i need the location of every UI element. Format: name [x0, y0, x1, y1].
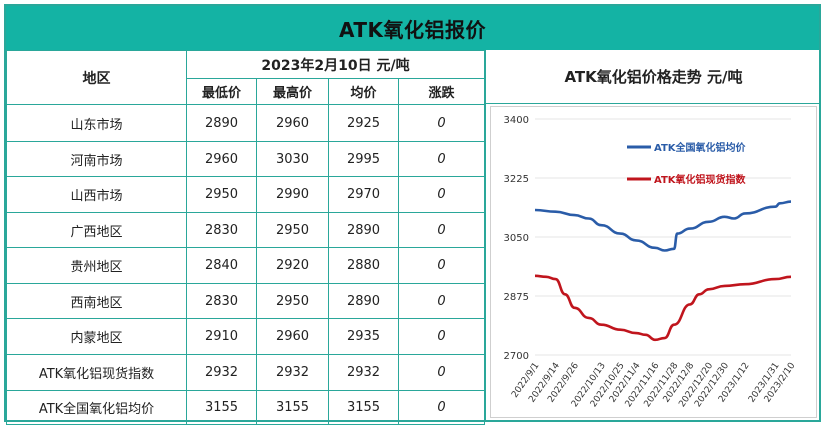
avg-price-cell: 2932	[328, 354, 399, 391]
region-cell: 西南地区	[6, 283, 187, 319]
region-cell: 内蒙地区	[6, 318, 187, 355]
chart-panel: ATK氧化铝价格走势 元/吨 2700 2875 3050 3225 3400 2022/…	[484, 50, 821, 420]
region-cell: 山西市场	[6, 176, 187, 213]
avg-price-cell: 2970	[328, 176, 399, 213]
legend-label: ATK全国氧化铝均价	[654, 141, 747, 154]
high-price-cell: 3155	[256, 390, 329, 425]
low-price-cell: 2840	[186, 247, 257, 284]
low-price-cell: 3155	[186, 390, 257, 425]
low-price-cell: 2830	[186, 212, 257, 248]
column-header: 最低价	[186, 78, 257, 105]
high-price-cell: 2932	[256, 354, 329, 391]
chart-area: 2700 2875 3050 3225 3400 2022/9/1 2022/9/14 202…	[490, 106, 817, 418]
table-row: ATK氧化铝现货指数 2932 2932 2932 0	[6, 354, 485, 391]
avg-price-cell: 2880	[328, 247, 399, 284]
change-cell: 0	[398, 212, 485, 248]
table-row: 广西地区 2830 2950 2890 0	[6, 212, 485, 248]
table-row: 贵州地区 2840 2920 2880 0	[6, 247, 485, 284]
price-report-panel: ATK氧化铝报价 地区 2023年2月10日 元/吨 最低价 最高价 均价 涨跌 山东…	[4, 4, 821, 425]
high-price-cell: 2960	[256, 104, 329, 142]
low-price-cell: 2950	[186, 176, 257, 213]
page-title: ATK氧化铝报价	[6, 6, 819, 50]
region-cell: 广西地区	[6, 212, 187, 248]
high-price-cell: 3030	[256, 141, 329, 177]
price-trend-chart: 270028753050322534002022/9/12022/9/14202…	[504, 115, 798, 409]
low-price-cell: 2932	[186, 354, 257, 391]
change-cell: 0	[398, 283, 485, 319]
change-cell: 0	[398, 318, 485, 355]
avg-price-cell: 2890	[328, 283, 399, 319]
change-cell: 0	[398, 141, 485, 177]
avg-price-cell: 2890	[328, 212, 399, 248]
region-cell: ATK全国氧化铝均价	[6, 390, 187, 425]
change-cell: 0	[398, 247, 485, 284]
avg-price-cell: 2925	[328, 104, 399, 142]
high-price-cell: 2960	[256, 318, 329, 355]
region-cell: 贵州地区	[6, 247, 187, 284]
avg-price-cell: 2935	[328, 318, 399, 355]
date-header: 2023年2月10日 元/吨	[186, 50, 485, 79]
chart-title: ATK氧化铝价格走势 元/吨	[486, 50, 821, 104]
legend-label: ATK氧化铝现货指数	[654, 173, 747, 186]
high-price-cell: 2950	[256, 283, 329, 319]
high-price-cell: 2990	[256, 176, 329, 213]
y-tick-label: 2875	[504, 292, 529, 303]
avg-price-cell: 2995	[328, 141, 399, 177]
avg-price-cell: 3155	[328, 390, 399, 425]
table-row: 西南地区 2830 2950 2890 0	[6, 283, 485, 319]
y-tick-label: 3400	[504, 115, 529, 126]
table-row: 山西市场 2950 2990 2970 0	[6, 176, 485, 213]
high-price-cell: 2950	[256, 212, 329, 248]
table-row: 河南市场 2960 3030 2995 0	[6, 141, 485, 177]
y-tick-label: 3050	[504, 233, 529, 244]
region-header: 地区	[6, 50, 187, 105]
change-cell: 0	[398, 104, 485, 142]
change-cell: 0	[398, 176, 485, 213]
price-table: 地区 2023年2月10日 元/吨 最低价 最高价 均价 涨跌 山东市场 2890 296…	[6, 50, 485, 425]
low-price-cell: 2960	[186, 141, 257, 177]
national-average-line	[534, 200, 792, 252]
low-price-cell: 2890	[186, 104, 257, 142]
region-cell: 河南市场	[6, 141, 187, 177]
change-cell: 0	[398, 390, 485, 425]
table-row: ATK全国氧化铝均价 3155 3155 3155 0	[6, 390, 485, 425]
y-tick-label: 2700	[504, 351, 529, 362]
column-header: 均价	[328, 78, 399, 105]
change-cell: 0	[398, 354, 485, 391]
column-header: 涨跌	[398, 78, 485, 105]
region-cell: ATK氧化铝现货指数	[6, 354, 187, 391]
low-price-cell: 2830	[186, 283, 257, 319]
low-price-cell: 2910	[186, 318, 257, 355]
y-tick-label: 3225	[504, 174, 529, 185]
spot-index-line	[534, 274, 792, 342]
column-header: 最高价	[256, 78, 329, 105]
table-row: 内蒙地区 2910 2960 2935 0	[6, 318, 485, 355]
table-row: 山东市场 2890 2960 2925 0	[6, 104, 485, 142]
region-cell: 山东市场	[6, 104, 187, 142]
high-price-cell: 2920	[256, 247, 329, 284]
